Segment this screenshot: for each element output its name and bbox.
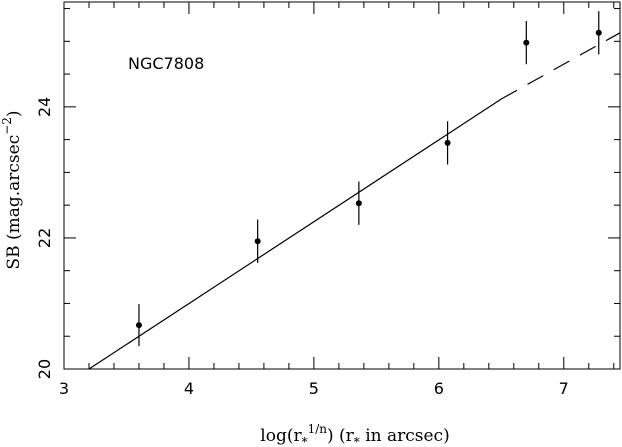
x-tick-label: 5 [309, 379, 319, 398]
y-axis-label-exponent: −2 [0, 117, 14, 135]
plot-frame [63, 1, 621, 370]
x-axis-label-exponent: 1/n [308, 422, 328, 436]
y-axis-label-main: SB (mag.arcsec [4, 135, 24, 270]
data-point [444, 139, 451, 146]
fit-line-solid [88, 98, 502, 370]
y-axis-label: SB (mag.arcsec−2) [0, 110, 24, 269]
galaxy-name-annotation: NGC7808 [128, 54, 204, 73]
x-axis-label-mid: ) (r [327, 426, 355, 446]
x-axis-label: log(r*1/n) (r* in arcsec) [260, 422, 449, 447]
y-tick-label: 24 [35, 97, 54, 117]
x-axis-label-main: log(r [260, 426, 302, 446]
x-tick-label: 3 [59, 379, 69, 398]
fit-lines [88, 32, 621, 370]
y-tick-label: 20 [35, 359, 54, 379]
y-axis-label-close: ) [4, 110, 24, 117]
data-point [595, 29, 602, 36]
y-tick-label: 22 [35, 228, 54, 248]
tick-labels: 3 4 5 6 7 20 22 24 [35, 97, 569, 398]
x-tick-label: 4 [184, 379, 194, 398]
data-points [135, 11, 602, 347]
x-axis-label-star-2: * [354, 435, 360, 447]
x-axis-label-tail: in arcsec) [360, 426, 450, 446]
x-tick-label: 7 [559, 379, 569, 398]
x-axis-label-star: * [302, 435, 308, 447]
data-point [355, 200, 362, 207]
data-point [254, 238, 261, 245]
data-point [523, 39, 530, 46]
fit-line-dashed [501, 32, 621, 100]
tick-marks [63, 2, 620, 370]
data-point [135, 322, 142, 329]
x-tick-label: 6 [434, 379, 444, 398]
